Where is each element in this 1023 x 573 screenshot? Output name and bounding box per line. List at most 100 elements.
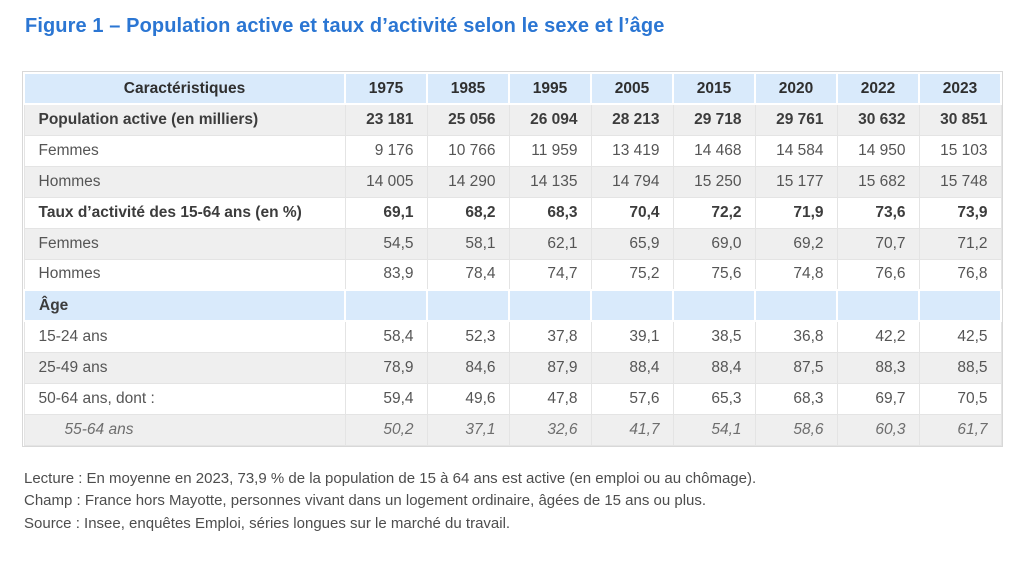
table-head-row: Caractéristiques 1975 1985 1995 2005 2015 2020… bbox=[23, 72, 1002, 105]
row-label: Population active (en milliers) bbox=[23, 103, 346, 136]
cell-value: 14 290 bbox=[426, 165, 510, 198]
cell-value: 72,2 bbox=[672, 196, 756, 229]
cell-value: 69,7 bbox=[836, 382, 920, 415]
cell-value bbox=[590, 289, 674, 322]
cell-value: 14 794 bbox=[590, 165, 674, 198]
cell-value: 29 718 bbox=[672, 103, 756, 136]
cell-value: 58,1 bbox=[426, 227, 510, 260]
cell-value: 42,5 bbox=[918, 320, 1002, 353]
cell-value: 14 135 bbox=[508, 165, 592, 198]
cell-value: 14 950 bbox=[836, 134, 920, 167]
cell-value: 9 176 bbox=[344, 134, 428, 167]
column-header-year: 2023 bbox=[918, 72, 1002, 105]
cell-value: 73,6 bbox=[836, 196, 920, 229]
cell-value: 10 766 bbox=[426, 134, 510, 167]
cell-value: 15 682 bbox=[836, 165, 920, 198]
cell-value: 65,9 bbox=[590, 227, 674, 260]
cell-value: 42,2 bbox=[836, 320, 920, 353]
figure-notes: Lecture : En moyenne en 2023, 73,9 % de … bbox=[24, 468, 1023, 536]
cell-value: 62,1 bbox=[508, 227, 592, 260]
cell-value: 25 056 bbox=[426, 103, 510, 136]
table-row: 55-64 ans 50,2 37,1 32,6 41,7 54,1 58,6 60,3 61,… bbox=[23, 413, 1002, 446]
cell-value: 15 748 bbox=[918, 165, 1002, 198]
cell-value bbox=[754, 289, 838, 322]
cell-value: 23 181 bbox=[344, 103, 428, 136]
cell-value: 58,6 bbox=[754, 413, 838, 446]
cell-value: 29 761 bbox=[754, 103, 838, 136]
cell-value: 15 250 bbox=[672, 165, 756, 198]
column-header-year: 2005 bbox=[590, 72, 674, 105]
column-header-year: 1985 bbox=[426, 72, 510, 105]
cell-value: 61,7 bbox=[918, 413, 1002, 446]
cell-value: 87,9 bbox=[508, 351, 592, 384]
cell-value: 88,3 bbox=[836, 351, 920, 384]
statistics-table: Caractéristiques 1975 1985 1995 2005 2015 2020… bbox=[23, 72, 1002, 446]
table-row: 15-24 ans 58,4 52,3 37,8 39,1 38,5 36,8 42,2 42,… bbox=[23, 320, 1002, 353]
cell-value: 70,7 bbox=[836, 227, 920, 260]
cell-value: 68,3 bbox=[508, 196, 592, 229]
cell-value: 38,5 bbox=[672, 320, 756, 353]
cell-value: 65,3 bbox=[672, 382, 756, 415]
cell-value: 49,6 bbox=[426, 382, 510, 415]
cell-value: 87,5 bbox=[754, 351, 838, 384]
row-label: 50-64 ans, dont : bbox=[23, 382, 346, 415]
note-champ: Champ : France hors Mayotte, personnes v… bbox=[24, 492, 707, 509]
table-row: 25-49 ans 78,9 84,6 87,9 88,4 88,4 87,5 88,3 88,… bbox=[23, 351, 1002, 384]
cell-value bbox=[426, 289, 510, 322]
table-row: Femmes 9 176 10 766 11 959 13 419 14 468 14 58… bbox=[23, 134, 1002, 167]
row-label: Âge bbox=[23, 289, 346, 322]
cell-value: 37,1 bbox=[426, 413, 510, 446]
cell-value: 75,6 bbox=[672, 258, 756, 291]
table-head: Caractéristiques 1975 1985 1995 2005 2015 2020… bbox=[23, 72, 1002, 105]
cell-value: 70,5 bbox=[918, 382, 1002, 415]
cell-value: 73,9 bbox=[918, 196, 1002, 229]
cell-value: 69,2 bbox=[754, 227, 838, 260]
row-label: Hommes bbox=[23, 165, 346, 198]
table-row: Âge bbox=[23, 289, 1002, 322]
cell-value: 37,8 bbox=[508, 320, 592, 353]
cell-value: 14 005 bbox=[344, 165, 428, 198]
cell-value: 39,1 bbox=[590, 320, 674, 353]
column-header-caracteristiques: Caractéristiques bbox=[23, 72, 346, 105]
column-header-year: 2020 bbox=[754, 72, 838, 105]
table-row: Hommes 83,9 78,4 74,7 75,2 75,6 74,8 76,6 76,8 bbox=[23, 258, 1002, 291]
statistics-table-wrapper: Caractéristiques 1975 1985 1995 2005 2015 2020… bbox=[22, 71, 1003, 447]
cell-value: 30 632 bbox=[836, 103, 920, 136]
cell-value: 54,5 bbox=[344, 227, 428, 260]
figure-container: Figure 1 – Population active et taux d’a… bbox=[0, 15, 1023, 535]
row-label: 15-24 ans bbox=[23, 320, 346, 353]
cell-value bbox=[344, 289, 428, 322]
cell-value: 60,3 bbox=[836, 413, 920, 446]
cell-value: 59,4 bbox=[344, 382, 428, 415]
cell-value: 71,2 bbox=[918, 227, 1002, 260]
cell-value: 88,4 bbox=[590, 351, 674, 384]
cell-value: 30 851 bbox=[918, 103, 1002, 136]
cell-value: 28 213 bbox=[590, 103, 674, 136]
note-lecture: Lecture : En moyenne en 2023, 73,9 % de … bbox=[24, 469, 757, 487]
cell-value: 76,6 bbox=[836, 258, 920, 291]
cell-value: 47,8 bbox=[508, 382, 592, 415]
column-header-year: 2022 bbox=[836, 72, 920, 105]
cell-value: 26 094 bbox=[508, 103, 592, 136]
cell-value: 54,1 bbox=[672, 413, 756, 446]
cell-value: 58,4 bbox=[344, 320, 428, 353]
cell-value bbox=[508, 289, 592, 322]
table-row: Population active (en milliers) 23 181 25 … bbox=[23, 103, 1002, 136]
cell-value: 68,3 bbox=[754, 382, 838, 415]
table-row: Femmes 54,5 58,1 62,1 65,9 69,0 69,2 70,7 71,2 bbox=[23, 227, 1002, 260]
cell-value bbox=[836, 289, 920, 322]
cell-value: 74,8 bbox=[754, 258, 838, 291]
cell-value: 14 584 bbox=[754, 134, 838, 167]
row-label: Taux d’activité des 15-64 ans (en %) bbox=[23, 196, 346, 229]
cell-value: 15 177 bbox=[754, 165, 838, 198]
column-header-year: 2015 bbox=[672, 72, 756, 105]
table-row: 50-64 ans, dont :59,4 49,6 47,8 57,6 65,3 68,… bbox=[23, 382, 1002, 415]
figure-title: Figure 1 – Population active et taux d’a… bbox=[25, 15, 665, 37]
table-body: Population active (en milliers) 23 181 25 … bbox=[23, 103, 1002, 446]
cell-value: 78,4 bbox=[426, 258, 510, 291]
row-label: Hommes bbox=[23, 258, 346, 291]
cell-value: 88,5 bbox=[918, 351, 1002, 384]
cell-value: 52,3 bbox=[426, 320, 510, 353]
cell-value: 75,2 bbox=[590, 258, 674, 291]
cell-value bbox=[672, 289, 756, 322]
